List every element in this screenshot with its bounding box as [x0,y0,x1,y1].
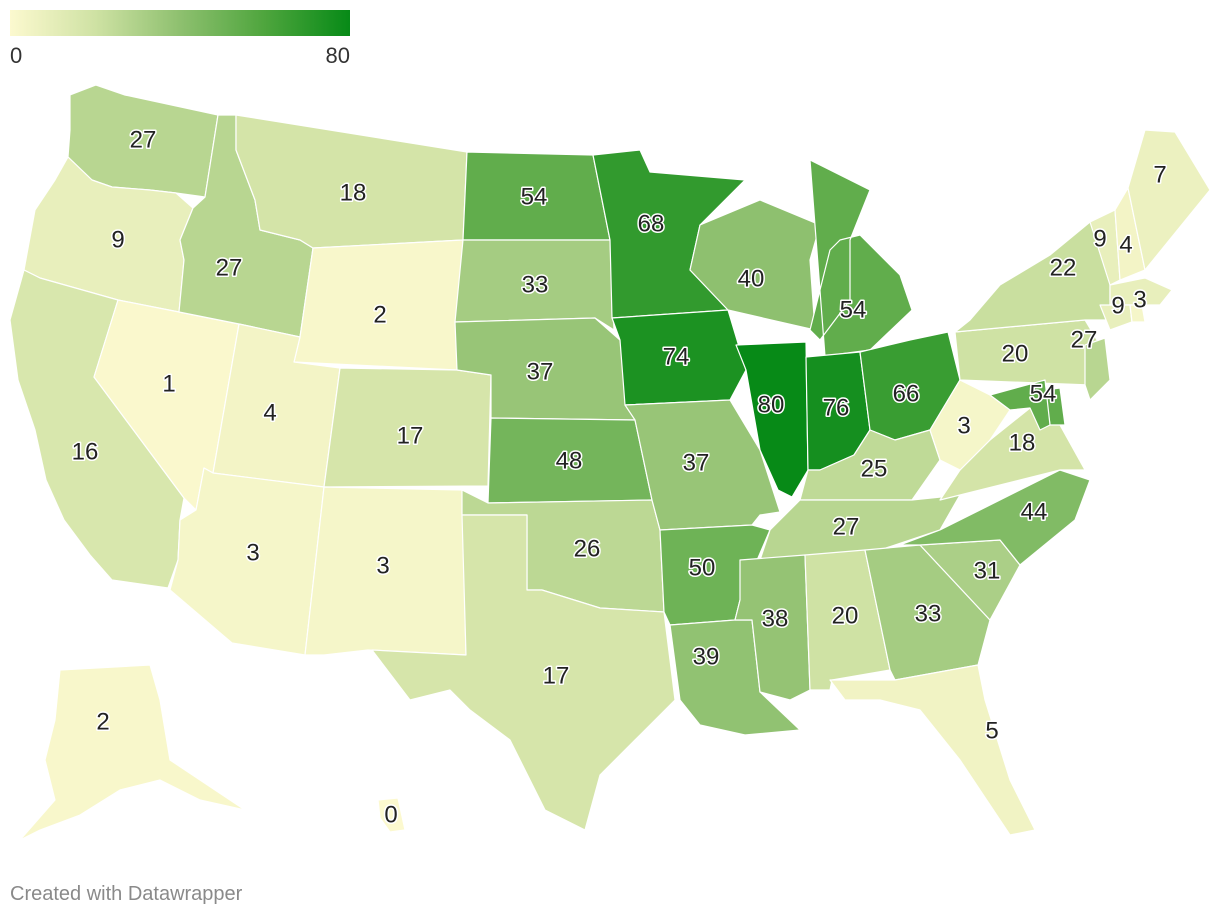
value-label-sc: 31 [974,558,1001,585]
value-label-de: 54 [1030,381,1057,408]
value-label-nc: 44 [1021,499,1048,526]
value-label-mn: 68 [638,211,665,238]
state-md[interactable] [989,379,1051,431]
value-label-hi: 0 [384,802,397,829]
state-wv[interactable] [929,379,1011,471]
value-label-tn: 27 [833,514,860,541]
value-label-mt: 18 [340,180,367,207]
value-label-fl: 5 [985,718,998,745]
value-label-ok: 26 [574,536,601,563]
value-label-va: 18 [1009,430,1036,457]
state-co[interactable] [323,367,492,488]
value-label-al: 20 [832,603,859,630]
state-sd[interactable] [454,239,615,331]
value-label-ga: 33 [915,601,942,628]
value-label-or: 9 [111,227,124,254]
state-ak[interactable] [19,664,246,841]
color-legend: 0 80 [10,10,350,68]
value-label-wy: 2 [373,302,386,329]
value-label-ms: 38 [762,606,789,633]
value-label-ne: 37 [527,359,554,386]
value-label-la: 39 [693,644,720,671]
state-mo[interactable] [624,399,781,531]
value-label-nv: 1 [162,371,175,398]
value-label-ut: 4 [263,400,276,427]
state-wy[interactable] [293,239,464,371]
state-ma[interactable] [1109,277,1173,306]
value-label-sd: 33 [522,272,549,299]
value-label-il: 80 [758,392,785,419]
value-label-az: 3 [246,540,259,567]
value-label-tx: 17 [543,663,570,690]
value-label-vt: 9 [1093,226,1106,253]
legend-min-label: 0 [10,43,23,68]
state-nc[interactable] [899,469,1091,566]
credit-footer: Created with Datawrapper [10,883,243,905]
value-label-wi: 40 [738,266,765,293]
value-label-ma: 9 [1111,293,1124,320]
value-label-me: 7 [1153,162,1166,189]
value-label-wv: 3 [957,413,970,440]
state-tx[interactable] [371,514,676,831]
value-label-ar: 50 [689,555,716,582]
value-label-ks: 48 [556,448,583,475]
value-label-ky: 25 [861,456,888,483]
value-label-wa: 27 [130,127,157,154]
state-ri[interactable] [1129,304,1146,323]
value-label-co: 17 [397,423,424,450]
value-label-id: 27 [216,255,243,282]
value-label-ia: 74 [663,344,690,371]
value-label-ri: 3 [1133,287,1146,314]
state-hi[interactable] [377,797,406,833]
value-label-ca: 16 [72,439,99,466]
state-me[interactable] [1127,129,1211,271]
state-wi[interactable] [689,199,821,331]
value-label-nh: 4 [1119,232,1132,259]
value-label-nj: 27 [1071,327,1098,354]
value-label-mo: 37 [683,450,710,477]
state-fl[interactable] [829,664,1036,836]
value-label-nm: 3 [376,553,389,580]
value-label-oh: 66 [893,381,920,408]
value-label-pa: 20 [1002,341,1029,368]
value-label-in: 76 [823,395,850,422]
value-label-nd: 54 [521,184,548,211]
legend-gradient-bar [10,10,350,36]
value-label-ny: 22 [1050,255,1077,282]
value-label-ak: 2 [96,709,109,736]
value-label-mi: 54 [840,297,867,324]
state-mi[interactable] [809,159,913,357]
legend-max-label: 80 [325,43,350,68]
state-nj[interactable] [1084,337,1111,401]
